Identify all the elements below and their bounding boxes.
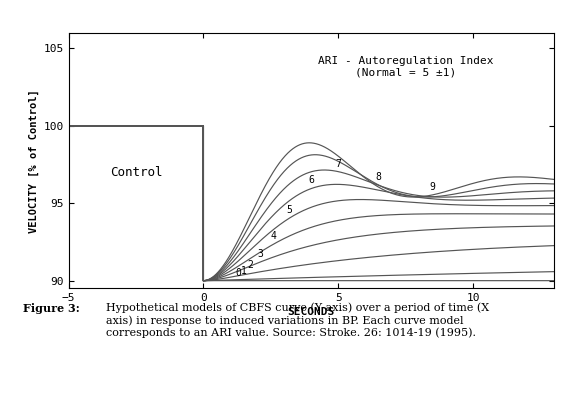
Text: 4: 4: [271, 231, 276, 241]
Text: 3: 3: [257, 249, 263, 259]
Text: 8: 8: [376, 172, 381, 182]
Y-axis label: VELOCITY [% of Control]: VELOCITY [% of Control]: [29, 89, 39, 232]
Text: 9: 9: [429, 182, 436, 192]
Text: 0: 0: [235, 267, 242, 278]
X-axis label: SECONDS: SECONDS: [288, 307, 335, 317]
Text: 1: 1: [241, 267, 247, 276]
Text: ARI - Autoregulation Index
(Normal = 5 ±1): ARI - Autoregulation Index (Normal = 5 ±…: [318, 56, 493, 78]
Text: Figure 3:: Figure 3:: [23, 303, 79, 314]
Text: 5: 5: [287, 205, 292, 215]
Text: Hypothetical models of CBFS curve (Y axis) over a period of time (X
axis) in res: Hypothetical models of CBFS curve (Y axi…: [106, 303, 489, 338]
Text: Control: Control: [110, 166, 162, 179]
Text: 6: 6: [308, 176, 314, 185]
Text: 2: 2: [248, 260, 254, 270]
Text: 7: 7: [335, 159, 341, 169]
